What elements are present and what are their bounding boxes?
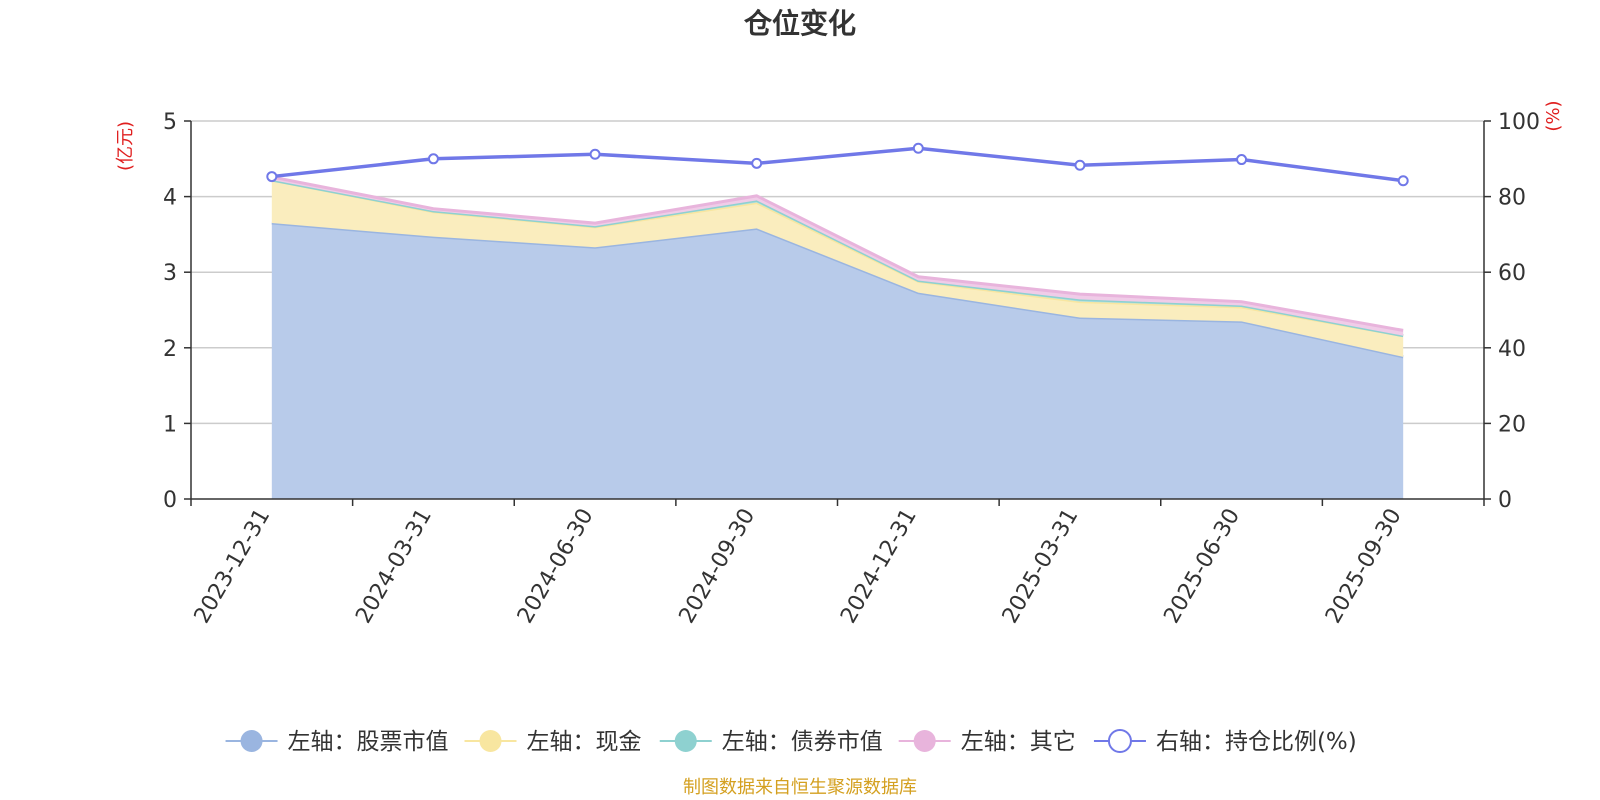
ratio-line-path bbox=[271, 146, 1404, 183]
legend-marker-1 bbox=[479, 730, 502, 752]
stacked-areas bbox=[271, 175, 1404, 499]
legend-label-3: 左轴：其它 bbox=[961, 729, 1076, 755]
right-tick-label: 60 bbox=[1498, 261, 1526, 286]
x-tick-label: 2025-06-30 bbox=[1159, 505, 1245, 628]
legend-label-2: 左轴：债券市值 bbox=[722, 729, 883, 755]
ratio-point bbox=[266, 171, 278, 183]
x-tick-label: 2025-03-31 bbox=[998, 505, 1084, 628]
legend-marker-4 bbox=[1107, 729, 1132, 753]
right-tick-label: 100 bbox=[1498, 110, 1540, 135]
ratio-point bbox=[589, 148, 601, 160]
source-note: 制图数据来自恒生聚源数据库 bbox=[683, 777, 917, 798]
chart-title: 仓位变化 bbox=[744, 7, 856, 40]
right-tick-label: 40 bbox=[1498, 337, 1526, 362]
ratio-point bbox=[1074, 159, 1086, 171]
x-tick-label: 2024-09-30 bbox=[675, 505, 761, 628]
holding-ratio-line bbox=[266, 142, 1409, 187]
x-tick-label: 2024-03-31 bbox=[351, 505, 437, 628]
legend-label-0: 左轴：股票市值 bbox=[288, 729, 449, 755]
ratio-point bbox=[1397, 175, 1409, 187]
left-tick-label: 2 bbox=[163, 337, 177, 362]
legend: 左轴：股票市值 左轴：现金 左轴：债券市值 左轴：其它 右轴：持仓比例(%) bbox=[225, 729, 1357, 755]
left-tick-label: 5 bbox=[163, 110, 177, 135]
x-tick-label: 2025-09-30 bbox=[1321, 505, 1407, 628]
legend-marker-0 bbox=[240, 730, 263, 752]
x-tick-label: 2024-06-30 bbox=[513, 505, 599, 628]
x-tick-label: 2023-12-31 bbox=[190, 505, 276, 628]
right-axis-unit: (%) bbox=[1543, 100, 1564, 131]
legend-label-1: 左轴：现金 bbox=[527, 729, 642, 755]
legend-label-4: 右轴：持仓比例(%) bbox=[1156, 729, 1357, 755]
right-tick-label: 20 bbox=[1498, 412, 1526, 437]
ratio-point bbox=[751, 157, 763, 169]
left-axis-unit: (亿元) bbox=[115, 121, 136, 171]
ratio-point bbox=[427, 153, 439, 165]
right-tick-label: 0 bbox=[1498, 488, 1512, 513]
left-tick-label: 3 bbox=[163, 261, 177, 286]
left-tick-label: 0 bbox=[163, 488, 177, 513]
legend-marker-3 bbox=[913, 730, 936, 752]
x-tick-label: 2024-12-31 bbox=[836, 505, 922, 628]
left-tick-label: 4 bbox=[163, 186, 177, 211]
right-tick-label: 80 bbox=[1498, 186, 1526, 211]
area-series-line-3 bbox=[271, 175, 1404, 332]
legend-marker-2 bbox=[674, 730, 697, 752]
ratio-point bbox=[1236, 154, 1248, 166]
ratio-point bbox=[912, 142, 924, 154]
area-series-0 bbox=[271, 223, 1404, 499]
left-tick-label: 1 bbox=[163, 412, 177, 437]
